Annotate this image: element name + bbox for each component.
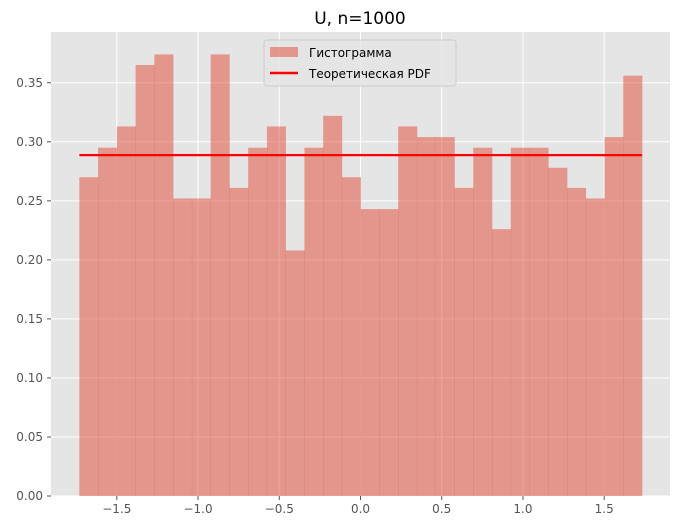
histogram-bar bbox=[379, 209, 399, 496]
histogram-bar bbox=[416, 137, 437, 496]
y-tick-label: 0.30 bbox=[16, 135, 43, 149]
x-tick-label: 0.5 bbox=[432, 502, 451, 516]
x-tick-label: −0.5 bbox=[265, 502, 294, 516]
legend-pdf-label: Теоретическая PDF bbox=[308, 67, 431, 81]
y-tick-label: 0.05 bbox=[16, 430, 43, 444]
histogram-bar bbox=[510, 147, 530, 496]
y-tick-label: 0.35 bbox=[16, 76, 43, 90]
histogram-bar bbox=[492, 229, 512, 497]
y-tick-label: 0.20 bbox=[16, 253, 43, 267]
histogram-bar bbox=[79, 177, 99, 496]
histogram-bar bbox=[435, 137, 455, 496]
histogram-bar bbox=[248, 147, 268, 496]
histogram-bar bbox=[229, 187, 249, 496]
y-tick-label: 0.00 bbox=[16, 489, 43, 503]
histogram-bar bbox=[135, 65, 155, 496]
x-axis: −1.5 −1.0 −0.5 0.0 0.5 1.0 1.5 bbox=[102, 496, 614, 516]
histogram-bar bbox=[623, 75, 643, 496]
histogram-bar bbox=[191, 198, 211, 497]
y-axis: 0.00 0.05 0.10 0.15 0.20 0.25 0.30 0.35 bbox=[16, 76, 51, 503]
histogram-bar bbox=[173, 198, 193, 497]
histogram-bar bbox=[398, 126, 418, 496]
histogram-bar bbox=[529, 147, 549, 496]
x-tick-label: 0.0 bbox=[351, 502, 370, 516]
histogram-bar bbox=[454, 187, 474, 496]
legend-histogram-swatch bbox=[270, 47, 298, 57]
histogram-bar bbox=[116, 126, 136, 496]
histogram-bar bbox=[473, 147, 493, 496]
legend-histogram-label: Гистограмма bbox=[309, 46, 392, 60]
y-tick-label: 0.15 bbox=[16, 312, 43, 326]
x-tick-label: 1.5 bbox=[595, 502, 614, 516]
histogram-bar bbox=[154, 54, 174, 497]
histogram-bar bbox=[360, 209, 380, 496]
histogram-bar bbox=[585, 198, 605, 497]
histogram-bar bbox=[210, 54, 230, 497]
histogram-bar bbox=[266, 126, 286, 496]
y-tick-label: 0.10 bbox=[16, 371, 43, 385]
histogram-bar bbox=[548, 167, 568, 497]
y-tick-label: 0.25 bbox=[16, 194, 43, 208]
histogram-bar bbox=[285, 250, 305, 496]
x-tick-label: −1.5 bbox=[102, 502, 131, 516]
histogram-bar bbox=[567, 187, 587, 496]
histogram-bar bbox=[604, 137, 624, 496]
histogram-bar bbox=[341, 177, 361, 496]
legend-box bbox=[263, 39, 457, 87]
histogram-bar bbox=[323, 115, 343, 497]
histogram-bar bbox=[304, 147, 324, 496]
chart-title: U, n=1000 bbox=[314, 9, 406, 29]
x-tick-label: 1.0 bbox=[513, 502, 532, 516]
x-tick-label: −1.0 bbox=[183, 502, 212, 516]
legend: Гистограмма Теоретическая PDF bbox=[263, 39, 457, 87]
histogram-bar bbox=[98, 147, 118, 496]
histogram-bars bbox=[79, 54, 643, 497]
